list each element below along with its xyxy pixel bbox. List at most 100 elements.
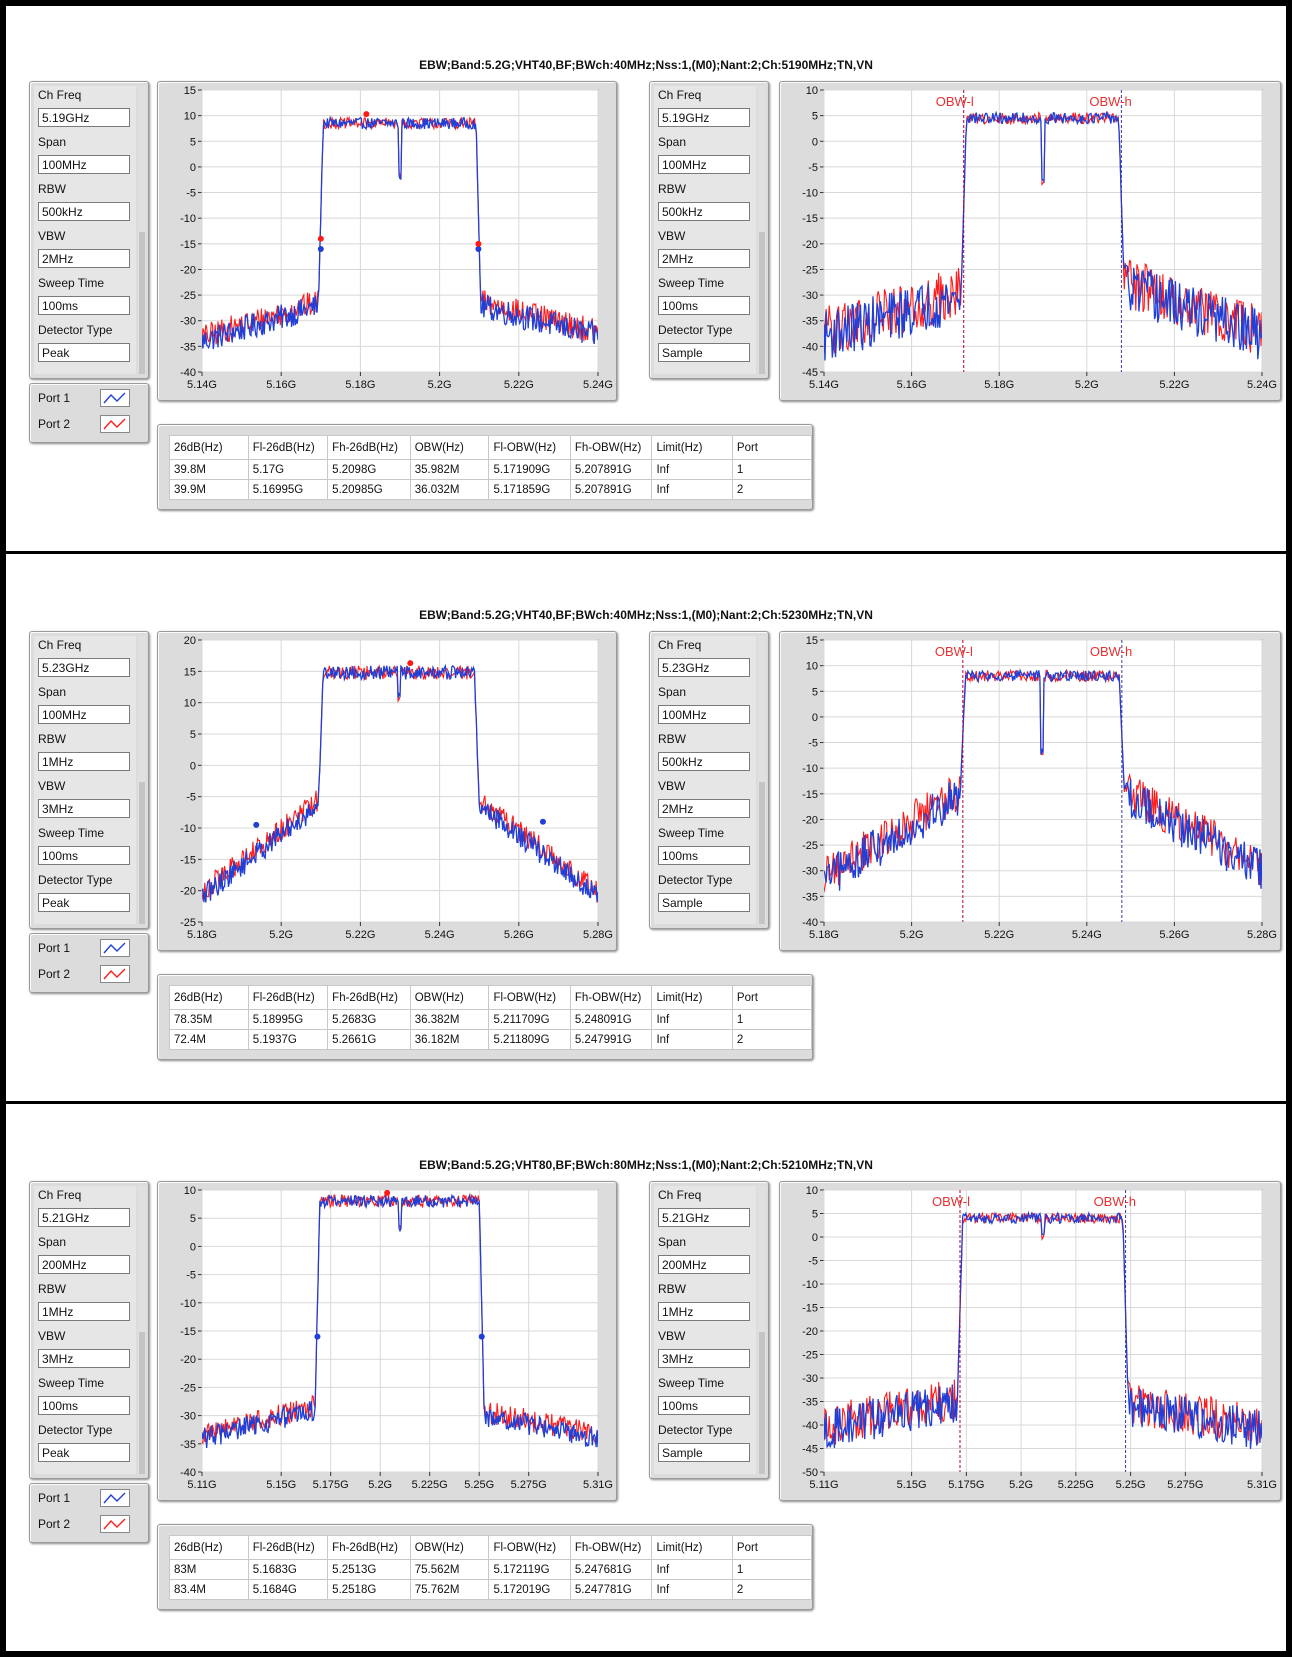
legend-entry-port-2: Port 2: [38, 967, 71, 981]
column-header: Fl-OBW(Hz): [488, 985, 571, 1010]
results-table-panel: 26dB(Hz) Fl-26dB(Hz) Fh-26dB(Hz) OBW(Hz) Fl-…: [157, 974, 813, 1060]
table-cell: 2: [731, 479, 813, 500]
setting-value-field[interactable]: 100MHz: [38, 155, 130, 174]
table-cell: 35.982M: [409, 459, 490, 480]
y-tick-label: -40: [802, 917, 818, 929]
setting-value-field[interactable]: 5.21GHz: [38, 1208, 130, 1227]
setting-value-field[interactable]: 200MHz: [38, 1255, 130, 1274]
setting-value-field[interactable]: 2MHz: [38, 249, 130, 268]
table-header-row: 26dB(Hz) Fl-26dB(Hz) Fh-26dB(Hz) OBW(Hz) Fl-…: [169, 1535, 813, 1560]
x-tick-label: 5.26G: [1159, 929, 1189, 941]
table-row[interactable]: 83.4M 5.1684G 5.2518G 75.762M 5.172019G 5.247…: [169, 1579, 813, 1600]
setting-value-field[interactable]: 3MHz: [38, 799, 130, 818]
table-cell: 2: [731, 1579, 813, 1600]
x-tick-label: 5.22G: [1159, 379, 1189, 391]
setting-value-field[interactable]: 100MHz: [658, 155, 750, 174]
setting-value-field[interactable]: 5.21GHz: [658, 1208, 750, 1227]
column-header: Fl-OBW(Hz): [488, 1535, 571, 1560]
table-cell: 39.8M: [169, 459, 249, 480]
setting-value-field[interactable]: 1MHz: [38, 752, 130, 771]
scrollbar-thumb[interactable]: [759, 232, 765, 374]
x-tick-label: 5.2G: [900, 929, 924, 941]
table-row[interactable]: 39.8M 5.17G 5.2098G 35.982M 5.171909G 5.20789…: [169, 459, 813, 480]
setting-value-field[interactable]: 100MHz: [38, 705, 130, 724]
setting-value-field[interactable]: Peak: [38, 1443, 130, 1462]
scrollbar[interactable]: [138, 86, 146, 374]
legend-line: [103, 392, 126, 404]
y-tick-label: -25: [802, 840, 818, 852]
setting-value-field[interactable]: 5.19GHz: [38, 108, 130, 127]
column-header: OBW(Hz): [409, 985, 490, 1010]
setting-value-field[interactable]: 200MHz: [658, 1255, 750, 1274]
setting-value-field[interactable]: 100ms: [658, 846, 750, 865]
setting-value-field[interactable]: 500kHz: [658, 202, 750, 221]
y-tick-label: -35: [180, 1439, 196, 1451]
setting-value-field[interactable]: 2MHz: [658, 249, 750, 268]
y-tick-label: -30: [802, 290, 818, 302]
left-settings-panel: Ch Freq 5.19GHz Span 100MHz RBW 500kHz VBW 2MHz…: [29, 81, 149, 379]
setting-value-field[interactable]: 500kHz: [658, 752, 750, 771]
setting-value-field[interactable]: 3MHz: [38, 1349, 130, 1368]
y-tick-label: 0: [812, 1232, 818, 1244]
setting-value-field[interactable]: Sample: [658, 343, 750, 362]
marker-port-1: [478, 1333, 485, 1340]
setting-label: RBW: [658, 732, 686, 746]
setting-value-field[interactable]: 100ms: [38, 846, 130, 865]
setting-value-field[interactable]: 100ms: [38, 1396, 130, 1415]
setting-value-field[interactable]: 5.19GHz: [658, 108, 750, 127]
marker-port-1: [314, 1333, 321, 1340]
scrollbar-thumb[interactable]: [759, 1332, 765, 1474]
table-row[interactable]: 78.35M 5.18995G 5.2683G 36.382M 5.211709G 5.2…: [169, 1009, 813, 1030]
spectrum-chart: 15 10 5 0 -5 -10 -15 -20 -25 -30 -35 -405.14G 5.16G 5…: [180, 85, 613, 391]
column-header: 26dB(Hz): [169, 985, 249, 1010]
x-tick-label: 5.24G: [1247, 379, 1277, 391]
legend-line-glyph: [103, 968, 126, 980]
setting-value-field[interactable]: 1MHz: [658, 1302, 750, 1321]
setting-value-field[interactable]: 100MHz: [658, 705, 750, 724]
scrollbar[interactable]: [138, 1186, 146, 1474]
scrollbar[interactable]: [138, 636, 146, 924]
blue-line-icon: [100, 939, 130, 957]
scrollbar-thumb[interactable]: [759, 782, 765, 924]
measurement-section: EBW;Band:5.2G;VHT80,BF;BWch:80MHz;Nss:1,…: [6, 1106, 1286, 1651]
x-tick-label: 5.22G: [984, 929, 1014, 941]
setting-value-field[interactable]: 2MHz: [658, 799, 750, 818]
scrollbar-thumb[interactable]: [139, 1332, 145, 1474]
setting-label: Sweep Time: [658, 826, 725, 840]
setting-value-field[interactable]: 5.23GHz: [658, 658, 750, 677]
setting-value-field[interactable]: Peak: [38, 343, 130, 362]
table-cell: 5.2513G: [327, 1559, 411, 1580]
setting-value-field[interactable]: Sample: [658, 893, 750, 912]
y-tick-label: -10: [802, 1279, 818, 1291]
table-row[interactable]: 83M 5.1683G 5.2513G 75.562M 5.172119G 5.24768…: [169, 1559, 813, 1580]
setting-value-field[interactable]: 1MHz: [38, 1302, 130, 1321]
scrollbar[interactable]: [758, 636, 766, 924]
scrollbar[interactable]: [758, 1186, 766, 1474]
setting-value-field[interactable]: 5.23GHz: [38, 658, 130, 677]
y-tick-label: 15: [184, 85, 196, 97]
setting-value-field[interactable]: 100ms: [38, 296, 130, 315]
setting-value-field[interactable]: Peak: [38, 893, 130, 912]
setting-value-field[interactable]: Sample: [658, 1443, 750, 1462]
plot-legend[interactable]: Port 1 Port 2: [29, 383, 149, 443]
setting-value-field[interactable]: 100ms: [658, 296, 750, 315]
table-row[interactable]: 39.9M 5.16995G 5.20985G 36.032M 5.171859G 5.2…: [169, 479, 813, 500]
measurement-section: EBW;Band:5.2G;VHT40,BF;BWch:40MHz;Nss:1,…: [6, 556, 1286, 1101]
plot-legend[interactable]: Port 1 Port 2: [29, 933, 149, 993]
x-tick-label: 5.15G: [897, 1479, 927, 1491]
x-tick-label: 5.16G: [266, 379, 296, 391]
scrollbar[interactable]: [758, 86, 766, 374]
plot-legend[interactable]: Port 1 Port 2: [29, 1483, 149, 1543]
table-cell: 75.562M: [409, 1559, 490, 1580]
table-cell: Inf: [651, 1559, 733, 1580]
x-tick-label: 5.2G: [428, 379, 452, 391]
scrollbar-thumb[interactable]: [139, 232, 145, 374]
y-tick-label: -15: [180, 239, 196, 251]
section-title: EBW;Band:5.2G;VHT40,BF;BWch:40MHz;Nss:1,…: [419, 58, 873, 72]
settings-inner: [654, 1186, 756, 1474]
setting-value-field[interactable]: 3MHz: [658, 1349, 750, 1368]
scrollbar-thumb[interactable]: [139, 782, 145, 924]
setting-value-field[interactable]: 100ms: [658, 1396, 750, 1415]
table-row[interactable]: 72.4M 5.1937G 5.2661G 36.182M 5.211809G 5.247…: [169, 1029, 813, 1050]
setting-value-field[interactable]: 500kHz: [38, 202, 130, 221]
